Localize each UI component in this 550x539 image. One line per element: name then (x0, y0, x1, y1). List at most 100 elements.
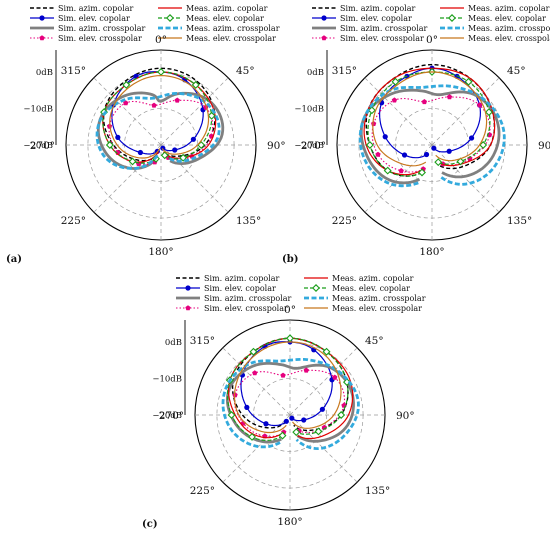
data-point (160, 145, 166, 151)
angular-gridline (431, 144, 500, 213)
legend-entry-sim-azim-copolar: Sim. azim. copolar (312, 4, 415, 13)
data-point (319, 406, 325, 412)
series-meas-azim-crosspolar (221, 358, 360, 450)
data-point (468, 135, 475, 141)
legend-label: Sim. elev. copolar (58, 14, 130, 23)
legend-label: Meas. elev. copolar (332, 284, 410, 293)
legend-label: Meas. azim. copolar (186, 4, 268, 13)
data-point (418, 168, 426, 177)
legend-label: Sim. azim. copolar (204, 274, 279, 283)
angle-tick-label: 315° (332, 65, 357, 77)
angle-tick-label: 90° (538, 140, 550, 152)
radial-tick-label: 0dB (307, 68, 324, 78)
angular-gridline (289, 347, 358, 416)
radial-axis: 0dB −10dB −20dB (294, 50, 328, 151)
legend-marker (185, 285, 191, 291)
legend-label: Sim. elev. crosspolar (204, 304, 288, 313)
data-point (286, 334, 294, 343)
angular-gridline (160, 77, 229, 146)
data-point (476, 102, 483, 108)
legend-label: Sim. azim. crosspolar (340, 24, 428, 33)
data-point (190, 136, 196, 142)
data-point (172, 147, 178, 153)
radial-axis: 0dB −10dB −20dB (152, 320, 186, 421)
series-line (231, 337, 349, 432)
legend-entry-meas-elev-crosspolar: Meas. elev. crosspolar (304, 304, 422, 313)
series-line (359, 88, 501, 185)
legend-label: Sim. azim. copolar (340, 4, 415, 13)
series-line (363, 67, 496, 176)
legend-entry-sim-elev-copolar: Sim. elev. copolar (312, 14, 412, 23)
legend-label: Meas. elev. crosspolar (468, 34, 550, 43)
polar-grid (65, 49, 257, 241)
data-point (174, 97, 180, 103)
series-line (102, 71, 213, 164)
data-point (314, 427, 323, 436)
legend-label: Meas. azim. crosspolar (468, 24, 550, 33)
legend-entry-sim-azim-crosspolar: Sim. azim. crosspolar (312, 24, 428, 33)
legend-marker (39, 15, 45, 21)
legend-entry-sim-elev-crosspolar: Sim. elev. crosspolar (312, 34, 424, 43)
legend-entry-sim-elev-copolar: Sim. elev. copolar (30, 14, 130, 23)
angle-tick-label: 315° (190, 335, 215, 347)
angle-tick-label: 0° (426, 34, 438, 46)
series-line (365, 63, 496, 177)
radial-tick-label: −20dB (152, 411, 182, 421)
data-point (391, 97, 398, 103)
data-point (115, 134, 121, 140)
radial-tick-label: 0dB (36, 68, 53, 78)
angular-gridline (289, 414, 358, 483)
data-point (484, 108, 493, 117)
data-point (105, 141, 114, 149)
data-point (456, 157, 465, 166)
data-point (401, 152, 408, 158)
data-point (292, 428, 301, 437)
data-point (367, 106, 376, 115)
angle-tick-label: 45° (365, 335, 384, 347)
angle-tick-label: 0° (155, 34, 167, 46)
legend-entry-sim-azim-copolar: Sim. azim. copolar (30, 4, 133, 13)
data-point (464, 77, 473, 86)
legend-label: Meas. elev. copolar (468, 14, 546, 23)
series-sim-azim-crosspolar (359, 88, 501, 185)
data-point (303, 367, 309, 373)
legend-entry-meas-elev-crosspolar: Meas. elev. crosspolar (440, 34, 550, 43)
angle-tick-label: 135° (365, 485, 390, 497)
legend-label: Sim. elev. crosspolar (58, 34, 142, 43)
legend-entry-meas-elev-crosspolar: Meas. elev. crosspolar (158, 34, 276, 43)
series-group (221, 334, 360, 450)
legend-marker (312, 284, 320, 292)
legend-entry-sim-elev-copolar: Sim. elev. copolar (176, 284, 276, 293)
legend-entry-meas-azim-crosspolar: Meas. azim. crosspolar (158, 24, 280, 33)
radial-axis: 0dB −10dB −20dB (23, 50, 57, 151)
legend-marker (321, 15, 327, 21)
series-sim-azim-copolar (231, 337, 349, 432)
angle-tick-label: 225° (61, 215, 86, 227)
series-meas-elev-crosspolar (109, 75, 210, 159)
legend-entry-meas-elev-copolar: Meas. elev. copolar (440, 14, 546, 23)
angle-tick-label: 270° (30, 140, 55, 152)
data-point (479, 141, 488, 149)
data-point (421, 99, 428, 105)
series-line (225, 362, 355, 444)
angular-gridline (222, 347, 291, 416)
legend-entry-meas-azim-crosspolar: Meas. azim. crosspolar (440, 24, 550, 33)
series-sim-azim-crosspolar (225, 362, 355, 444)
legend-label: Sim. elev. crosspolar (340, 34, 424, 43)
series-line (233, 341, 342, 434)
data-point (123, 100, 129, 106)
angular-gridline (431, 77, 500, 146)
data-point (322, 347, 331, 356)
legend-label: Sim. elev. copolar (340, 14, 412, 23)
series-line (372, 71, 488, 167)
angle-tick-label: 180° (277, 516, 302, 528)
series-group (358, 63, 506, 188)
data-point (301, 417, 307, 423)
angle-tick-label: 180° (148, 246, 173, 258)
angle-tick-label: 225° (332, 215, 357, 227)
data-point (446, 94, 453, 100)
legend-label: Sim. azim. crosspolar (204, 294, 292, 303)
data-point (423, 151, 430, 158)
